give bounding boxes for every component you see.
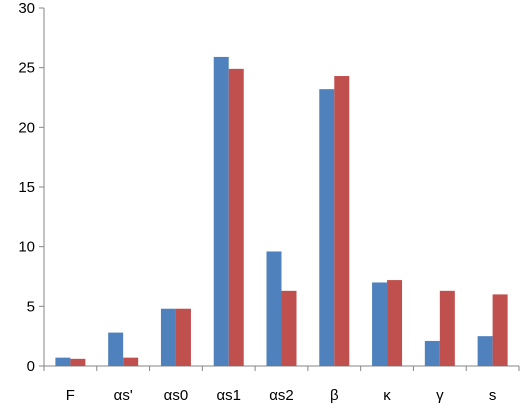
y-tick-label: 25 [18, 60, 35, 77]
bar-series-1-0 [55, 357, 71, 366]
bars [55, 56, 508, 367]
x-tick-label: κ [383, 387, 391, 404]
bar-series-2-5 [334, 76, 350, 367]
x-tick-label: β [330, 387, 339, 404]
y-tick-label: 15 [18, 179, 35, 196]
bar-series-1-1 [108, 332, 124, 366]
bar-series-2-4 [281, 290, 297, 366]
y-tick-label: 30 [18, 0, 35, 17]
bar-series-1-3 [213, 56, 229, 366]
y-tick-label: 20 [18, 119, 35, 136]
bar-series-2-3 [228, 68, 244, 367]
bar-series-2-7 [439, 290, 455, 366]
bar-series-1-2 [160, 308, 176, 366]
y-tick-label: 5 [27, 298, 35, 315]
bar-series-2-8 [492, 294, 508, 366]
x-tick-label: αs1 [216, 387, 241, 404]
y-tick-label: 0 [27, 358, 35, 375]
bar-series-1-5 [319, 89, 335, 366]
bar-series-2-2 [175, 308, 191, 366]
bar-series-1-4 [266, 251, 282, 366]
x-tick-label: αs' [114, 387, 133, 404]
x-tick-label: s [489, 387, 497, 404]
bar-series-2-0 [70, 358, 86, 366]
bar-series-2-6 [387, 280, 403, 366]
y-tick-label: 10 [18, 239, 35, 256]
x-tick-label: αs0 [164, 387, 189, 404]
y-axis: 0 5 10 15 20 25 30 [18, 0, 45, 375]
bar-series-2-1 [123, 357, 139, 366]
bar-series-1-8 [477, 336, 493, 366]
bar-series-1-7 [424, 340, 440, 366]
bar-series-1-6 [372, 282, 388, 366]
x-tick-label: F [66, 387, 75, 404]
x-tick-label: αs2 [269, 387, 294, 404]
x-tick-label: γ [436, 387, 444, 404]
